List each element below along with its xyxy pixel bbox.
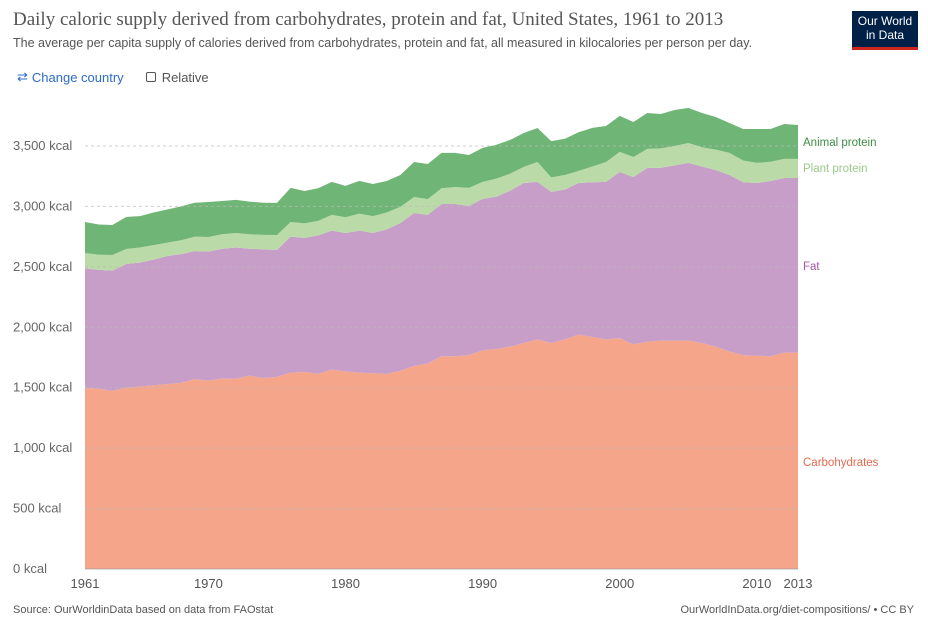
x-tick-label: 1990: [468, 576, 497, 591]
y-tick-label: 0 kcal: [13, 561, 47, 576]
change-country-button[interactable]: ⇄ Change country: [17, 69, 124, 85]
area-plant-protein: [85, 142, 798, 271]
x-tick-label: 2010: [742, 576, 771, 591]
area-carbohydrates: [85, 334, 798, 569]
owid-logo[interactable]: Our World in Data: [852, 11, 918, 50]
relative-label: Relative: [161, 69, 209, 85]
chart-title: Daily caloric supply derived from carboh…: [13, 9, 724, 30]
y-tick-label: 2,000 kcal: [13, 319, 72, 334]
series-label-animal-protein: Animal protein: [803, 137, 877, 149]
x-tick-label: 1980: [331, 576, 360, 591]
y-tick-label: 1,500 kcal: [13, 380, 72, 395]
change-country-label: Change country: [31, 69, 124, 85]
relative-checkbox[interactable]: [145, 72, 156, 82]
y-tick-label: 2,500 kcal: [13, 259, 72, 274]
x-tick-label: 1970: [194, 576, 223, 591]
swap-arrows-icon: ⇄: [17, 69, 28, 84]
series-label-fat: Fat: [803, 261, 820, 273]
series-label-carbohydrates: Carbohydrates: [803, 457, 879, 469]
chart-subtitle: The average per capita supply of calorie…: [13, 36, 753, 50]
y-tick-label: 3,000 kcal: [13, 198, 72, 213]
x-tick-label: 2013: [784, 576, 813, 591]
y-tick-label: 500 kcal: [13, 501, 62, 516]
chart-controls: ⇄ Change country Relative: [17, 69, 209, 85]
source-note: Source: OurWorldinData based on data fro…: [13, 604, 274, 616]
x-tick-label: 2000: [605, 576, 634, 591]
area-animal-protein: [85, 107, 798, 256]
series-label-plant-protein: Plant protein: [803, 163, 868, 175]
x-tick-label: 1961: [71, 576, 100, 591]
y-tick-label: 3,500 kcal: [13, 138, 72, 153]
y-tick-label: 1,000 kcal: [13, 440, 72, 455]
area-fat: [85, 162, 798, 391]
license-link[interactable]: OurWorldInData.org/diet-compositions/ • …: [680, 604, 914, 616]
relative-toggle[interactable]: Relative: [145, 69, 209, 85]
